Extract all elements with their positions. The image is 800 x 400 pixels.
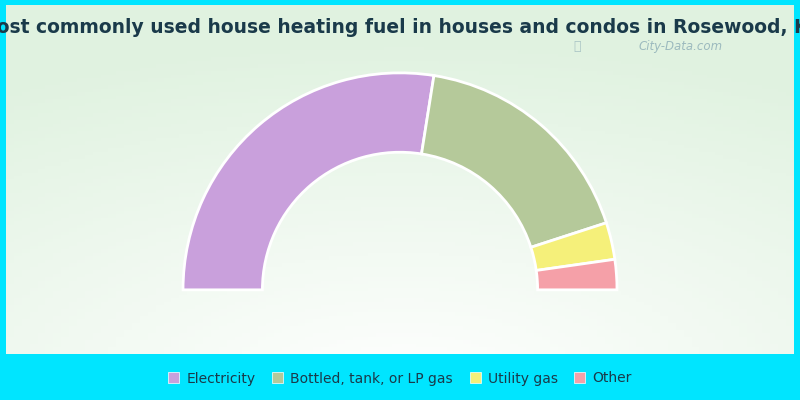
Wedge shape bbox=[536, 259, 617, 290]
Wedge shape bbox=[183, 73, 434, 290]
Wedge shape bbox=[422, 76, 606, 247]
Legend: Electricity, Bottled, tank, or LP gas, Utility gas, Other: Electricity, Bottled, tank, or LP gas, U… bbox=[162, 366, 638, 391]
Text: City-Data.com: City-Data.com bbox=[638, 40, 722, 53]
Wedge shape bbox=[531, 223, 615, 270]
Text: Most commonly used house heating fuel in houses and condos in Rosewood, KY: Most commonly used house heating fuel in… bbox=[0, 18, 800, 37]
Text: Ⓡ: Ⓡ bbox=[573, 40, 581, 53]
